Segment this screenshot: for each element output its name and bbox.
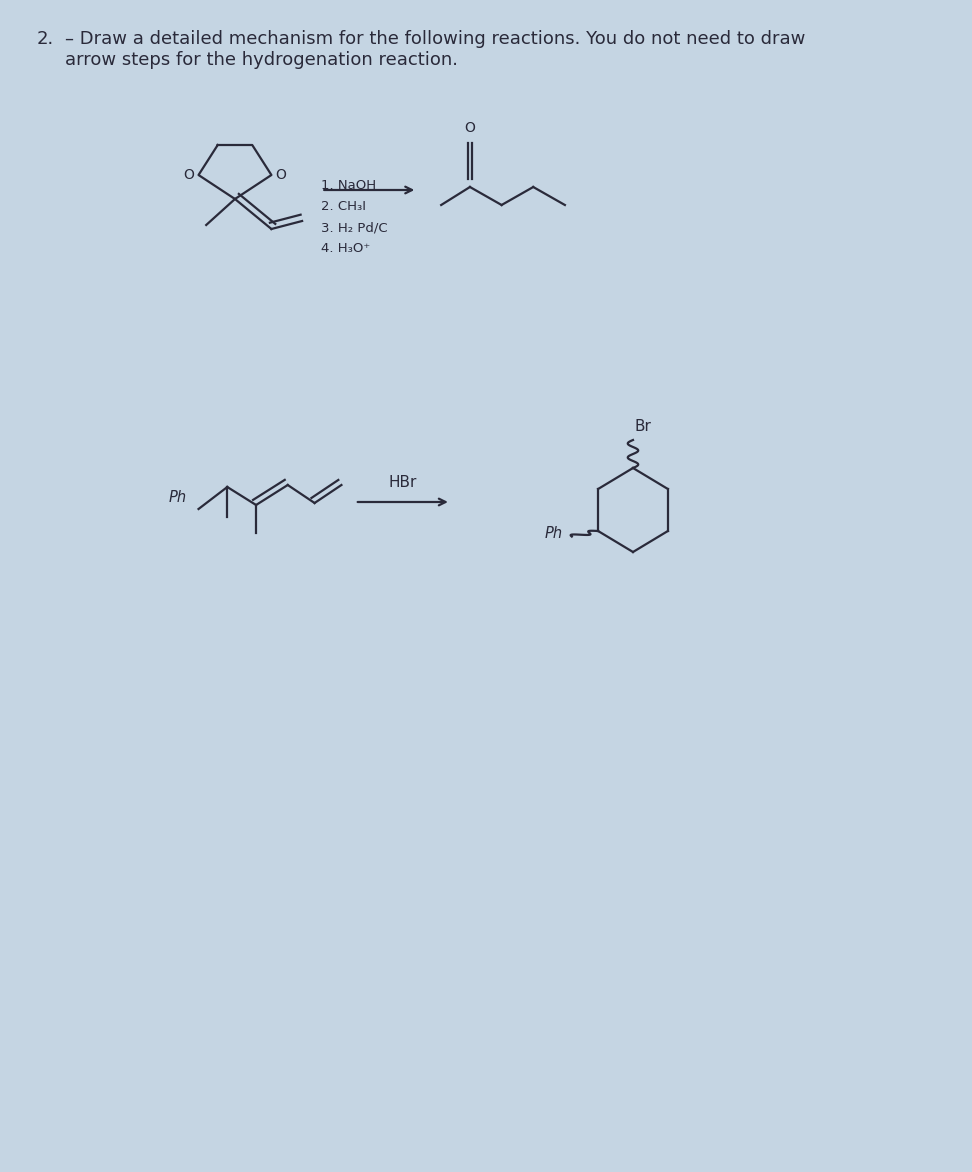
Text: Ph: Ph <box>169 490 187 504</box>
Text: HBr: HBr <box>389 475 417 490</box>
Text: O: O <box>276 168 287 182</box>
Text: 4. H₃O⁺: 4. H₃O⁺ <box>322 241 370 255</box>
Text: 3. H₂ Pd/C: 3. H₂ Pd/C <box>322 222 388 234</box>
Text: – Draw a detailed mechanism for the following reactions. You do not need to draw: – Draw a detailed mechanism for the foll… <box>65 30 806 69</box>
Text: O: O <box>465 121 475 135</box>
Text: 2. CH₃I: 2. CH₃I <box>322 200 366 213</box>
Text: 2.: 2. <box>36 30 53 48</box>
Text: Br: Br <box>635 420 652 434</box>
Text: O: O <box>184 168 194 182</box>
Text: 1. NaOH: 1. NaOH <box>322 179 376 192</box>
Text: Ph: Ph <box>545 525 563 540</box>
